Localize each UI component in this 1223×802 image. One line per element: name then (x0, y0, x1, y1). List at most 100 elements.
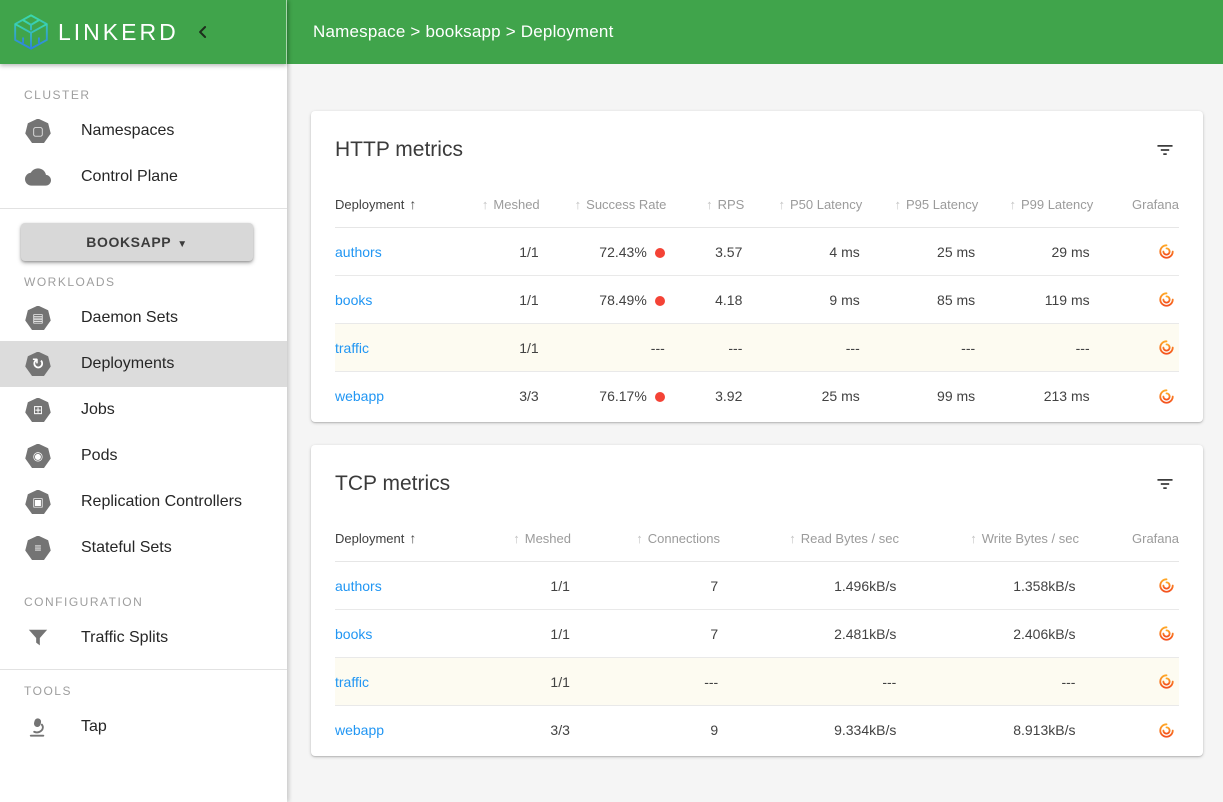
deployment-link[interactable]: books (335, 625, 373, 642)
status-dot (654, 295, 665, 306)
sidebar-divider (0, 669, 287, 670)
sidebar-item-jobs[interactable]: ⊞ Jobs (0, 387, 287, 433)
deployment-link[interactable]: books (335, 291, 373, 308)
section-label-tools: TOOLS (24, 684, 72, 698)
table-row: books 1/1 7 2.481kB/s 2.406kB/s (335, 610, 1179, 658)
jobs-icon: ⊞ (24, 397, 52, 423)
column-header-grafana: Grafana (1132, 530, 1179, 546)
cloud-icon (24, 164, 52, 190)
sidebar-item-daemon-sets[interactable]: ▤ Daemon Sets (0, 295, 287, 341)
table-row: traffic 1/1 --- --- --- --- --- (335, 324, 1179, 372)
content: HTTP metrics Deployment ↑ ↑ Meshed ↑ Succes… (287, 64, 1223, 802)
filter-button[interactable] (1151, 470, 1179, 498)
sidebar-item-stateful-sets[interactable]: ≡ Stateful Sets (0, 525, 287, 571)
top-app-bar: Namespace > booksapp > Deployment (287, 0, 1223, 64)
grafana-icon[interactable] (1090, 291, 1179, 308)
column-header-rps[interactable]: ↑ RPS (706, 196, 745, 212)
sort-arrow-icon: ↑ (513, 530, 520, 546)
status-dot (654, 392, 665, 402)
column-header-grafana: Grafana (1132, 196, 1179, 212)
tcp-metrics-title: TCP metrics (335, 472, 451, 495)
table-row: authors 1/1 7 1.496kB/s 1.358kB/s (335, 562, 1179, 610)
sidebar-divider (0, 208, 287, 209)
filter-button[interactable] (1151, 136, 1179, 164)
grafana-icon[interactable] (1090, 243, 1179, 260)
sidebar-item-pods[interactable]: ◉ Pods (0, 433, 287, 479)
sort-arrow-icon: ↑ (778, 196, 785, 212)
sort-arrow-icon: ↑ (789, 530, 796, 546)
http-metrics-card: HTTP metrics Deployment ↑ ↑ Meshed ↑ Succes… (311, 111, 1203, 422)
filter-list-icon (1155, 140, 1175, 160)
status-dot (654, 247, 665, 258)
traffic-splits-icon (24, 627, 52, 649)
sidebar-header: LINKERD (0, 0, 287, 64)
sort-arrow-icon: ↑ (706, 196, 713, 212)
deployment-link[interactable]: authors (335, 243, 382, 260)
sidebar: LINKERD CLUSTER ▢ Namespaces Control Pla… (0, 0, 287, 802)
table-row: books 1/1 78.49% 4.18 9 ms 85 ms 119 ms (335, 276, 1179, 324)
stateful-sets-icon: ≡ (24, 535, 52, 561)
tap-icon (24, 716, 52, 739)
column-header-read-bytes[interactable]: ↑ Read Bytes / sec (789, 530, 899, 546)
main-area: Namespace > booksapp > Deployment HTTP m… (287, 0, 1223, 802)
sidebar-item-replication-controllers[interactable]: ▣ Replication Controllers (0, 479, 287, 525)
table-row: authors 1/1 72.43% 3.57 4 ms 25 ms 29 ms (335, 228, 1179, 276)
section-label-cluster: CLUSTER (24, 88, 91, 102)
sort-arrow-icon: ↑ (1009, 196, 1016, 212)
namespace-selector-button[interactable]: BOOKSAPP ▼ (21, 223, 253, 261)
deployment-link[interactable]: authors (335, 577, 382, 594)
namespaces-icon: ▢ (24, 118, 52, 144)
sidebar-item-namespaces[interactable]: ▢ Namespaces (0, 108, 287, 154)
caret-down-icon: ▼ (177, 239, 188, 250)
grafana-icon[interactable] (1090, 388, 1179, 405)
grafana-icon[interactable] (1075, 625, 1179, 642)
deployment-link[interactable]: webapp (335, 722, 385, 738)
deployment-link[interactable]: traffic (335, 339, 369, 356)
grafana-icon[interactable] (1075, 673, 1179, 690)
tcp-metrics-card: TCP metrics Deployment ↑ ↑ Meshed ↑ Connect… (311, 445, 1203, 756)
sort-arrow-icon: ↑ (409, 530, 417, 546)
column-header-p99[interactable]: ↑ P99 Latency (1009, 196, 1094, 212)
linkerd-logo-icon (12, 13, 50, 51)
daemon-sets-icon: ▤ (24, 305, 52, 331)
column-header-connections[interactable]: ↑ Connections (636, 530, 720, 546)
column-header-meshed[interactable]: ↑ Meshed (513, 530, 571, 546)
column-header-deployment[interactable]: Deployment ↑ (335, 196, 417, 212)
grafana-icon[interactable] (1075, 577, 1179, 594)
section-label-workloads: WORKLOADS (24, 275, 116, 289)
brand-name: LINKERD (58, 18, 179, 45)
grafana-icon[interactable] (1090, 339, 1179, 356)
section-label-configuration: CONFIGURATION (24, 595, 144, 609)
column-header-write-bytes[interactable]: ↑ Write Bytes / sec (970, 530, 1079, 546)
linkerd-logo[interactable]: LINKERD (12, 13, 179, 51)
column-header-deployment[interactable]: Deployment ↑ (335, 530, 417, 546)
sidebar-item-deployments[interactable]: ↻ Deployments (0, 341, 287, 387)
replication-controllers-icon: ▣ (24, 489, 52, 515)
sort-arrow-icon: ↑ (481, 196, 489, 212)
sidebar-collapse-button[interactable] (193, 22, 213, 42)
sort-arrow-icon: ↑ (636, 530, 643, 546)
deployment-link[interactable]: traffic (335, 673, 369, 690)
sidebar-item-control-plane[interactable]: Control Plane (0, 154, 287, 200)
column-header-meshed[interactable]: ↑ Meshed (481, 196, 540, 212)
chevron-left-icon (193, 22, 213, 42)
sidebar-nav: CLUSTER ▢ Namespaces Control Plane BOOKS… (0, 64, 287, 802)
grafana-icon[interactable] (1075, 722, 1179, 739)
table-row: webapp 3/3 76.17% 3.92 25 ms 99 ms 213 m… (335, 372, 1179, 420)
column-header-p95[interactable]: ↑ P95 Latency (894, 196, 979, 212)
table-row: webapp 3/3 9 9.334kB/s 8.913kB/s (335, 706, 1179, 754)
breadcrumb: Namespace > booksapp > Deployment (313, 22, 614, 41)
column-header-p50[interactable]: ↑ P50 Latency (778, 196, 863, 212)
column-header-success-rate[interactable]: ↑ Success Rate (574, 196, 667, 212)
sort-arrow-icon: ↑ (970, 530, 977, 546)
sort-arrow-icon: ↑ (409, 196, 417, 212)
sidebar-item-traffic-splits[interactable]: Traffic Splits (0, 615, 287, 661)
table-row: traffic 1/1 --- --- --- (335, 658, 1179, 706)
sidebar-item-tap[interactable]: Tap (0, 704, 287, 750)
http-table-header: Deployment ↑ ↑ Meshed ↑ Success Rate ↑ RPS ↑… (335, 196, 1179, 228)
sort-arrow-icon: ↑ (574, 196, 582, 212)
sort-arrow-icon: ↑ (894, 196, 901, 212)
http-metrics-title: HTTP metrics (335, 138, 463, 161)
deployment-link[interactable]: webapp (335, 388, 385, 404)
